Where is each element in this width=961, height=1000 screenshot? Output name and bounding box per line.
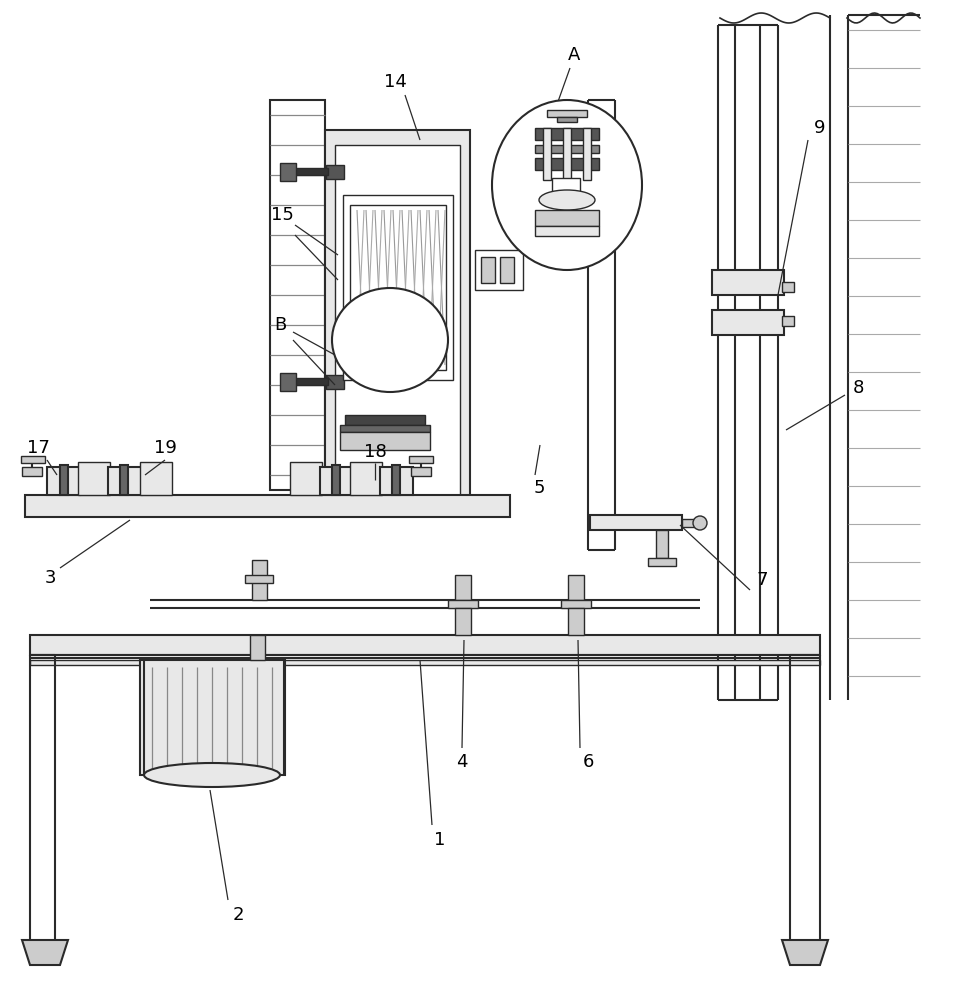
Bar <box>712 310 784 335</box>
Polygon shape <box>108 467 142 495</box>
Bar <box>455 608 471 635</box>
Bar <box>648 558 676 566</box>
Bar <box>782 282 794 292</box>
Ellipse shape <box>693 516 707 530</box>
Bar <box>21 456 45 463</box>
Ellipse shape <box>332 288 448 392</box>
Bar <box>547 110 587 117</box>
Bar <box>280 163 296 181</box>
Bar <box>252 560 267 600</box>
Text: 6: 6 <box>582 753 594 771</box>
Bar <box>500 257 514 283</box>
Ellipse shape <box>492 100 642 270</box>
Bar <box>682 519 702 527</box>
Bar <box>340 432 430 450</box>
Polygon shape <box>60 465 68 495</box>
Bar <box>350 462 382 495</box>
Polygon shape <box>22 940 68 965</box>
Text: B: B <box>274 316 286 334</box>
Text: 8: 8 <box>852 379 864 397</box>
Text: 14: 14 <box>383 73 407 91</box>
Bar <box>455 575 471 600</box>
Bar <box>140 462 172 495</box>
Bar <box>561 600 591 608</box>
Text: 2: 2 <box>233 906 244 924</box>
Bar <box>30 635 820 655</box>
Bar <box>25 495 510 517</box>
Bar <box>557 117 577 122</box>
Bar <box>335 145 460 495</box>
Bar <box>475 250 523 290</box>
Bar <box>409 456 433 463</box>
Bar <box>552 178 580 194</box>
Bar <box>30 660 820 665</box>
Bar <box>22 467 42 476</box>
Bar <box>295 168 328 175</box>
Bar <box>543 128 551 180</box>
Text: 1: 1 <box>434 831 446 849</box>
Ellipse shape <box>144 763 280 787</box>
Text: 15: 15 <box>271 206 293 224</box>
Bar <box>340 425 430 432</box>
Polygon shape <box>380 467 413 495</box>
Bar <box>568 608 584 635</box>
Polygon shape <box>120 465 128 495</box>
Bar <box>535 226 599 236</box>
Bar <box>295 378 328 385</box>
Text: 19: 19 <box>154 439 177 457</box>
Text: 7: 7 <box>756 571 768 589</box>
Bar <box>583 128 591 180</box>
Bar <box>250 635 265 660</box>
Polygon shape <box>392 465 400 495</box>
Bar <box>280 373 296 391</box>
Bar <box>325 130 470 510</box>
Polygon shape <box>47 467 80 495</box>
Bar <box>656 530 668 558</box>
Polygon shape <box>332 465 340 495</box>
Polygon shape <box>320 467 353 495</box>
Bar <box>712 270 784 295</box>
Bar <box>350 205 446 370</box>
Bar <box>270 100 325 490</box>
Bar <box>140 660 285 775</box>
Bar <box>535 145 599 153</box>
Text: 4: 4 <box>456 753 468 771</box>
Bar <box>535 158 599 170</box>
Text: 9: 9 <box>814 119 825 137</box>
Bar <box>535 210 599 226</box>
Bar <box>481 257 495 283</box>
Text: 17: 17 <box>27 439 49 457</box>
Text: A: A <box>568 46 580 64</box>
Bar <box>245 575 273 583</box>
Text: 18: 18 <box>363 443 386 461</box>
Bar <box>326 165 344 179</box>
Polygon shape <box>782 940 828 965</box>
Bar <box>563 128 571 180</box>
Bar <box>326 375 344 389</box>
Ellipse shape <box>539 190 595 210</box>
Bar <box>343 195 453 380</box>
Text: 5: 5 <box>533 479 545 497</box>
Bar <box>345 415 425 425</box>
Bar <box>448 600 478 608</box>
Bar <box>782 316 794 326</box>
Text: 3: 3 <box>44 569 56 587</box>
Bar <box>590 515 682 530</box>
Bar <box>535 128 599 140</box>
Bar <box>78 462 110 495</box>
Bar <box>568 575 584 600</box>
Bar <box>290 462 322 495</box>
Bar <box>411 467 431 476</box>
